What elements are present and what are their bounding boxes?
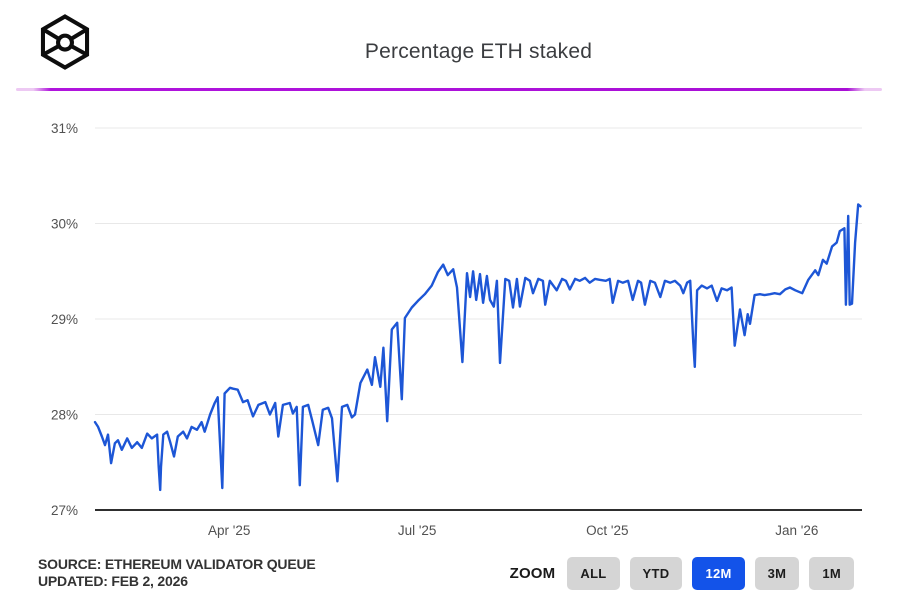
- y-tick-label: 30%: [51, 217, 78, 232]
- header-divider: [16, 88, 882, 91]
- x-tick-label: Apr '25: [208, 523, 250, 538]
- x-tick-label: Oct '25: [586, 523, 628, 538]
- zoom-button-12m[interactable]: 12M: [692, 556, 745, 590]
- y-tick-label: 29%: [51, 312, 78, 327]
- source-attribution: SOURCE: ETHEREUM VALIDATOR QUEUE UPDATED…: [38, 556, 316, 590]
- zoom-button-1m[interactable]: 1M: [809, 556, 854, 590]
- source-line: SOURCE: ETHEREUM VALIDATOR QUEUE: [38, 556, 316, 572]
- y-tick-label: 31%: [51, 121, 78, 136]
- updated-line: UPDATED: FEB 2, 2026: [38, 573, 188, 589]
- zoom-button-ytd[interactable]: YTD: [629, 556, 683, 590]
- zoom-label: ZOOM: [509, 564, 556, 582]
- x-tick-label: Jan '26: [775, 523, 818, 538]
- cube-logo-icon: [40, 14, 90, 70]
- zoom-button-all[interactable]: ALL: [567, 556, 620, 590]
- zoom-button-group: ALL YTD 12M 3M 1M: [567, 556, 854, 590]
- page-title: Percentage ETH staked: [364, 40, 593, 63]
- eth-staked-line: [93, 203, 862, 492]
- y-tick-label: 27%: [51, 503, 78, 518]
- y-tick-label: 28%: [51, 408, 78, 423]
- x-tick-label: Jul '25: [398, 523, 437, 538]
- zoom-button-3m[interactable]: 3M: [754, 556, 800, 590]
- zoom-controls: ZOOM ALL YTD 12M 3M 1M: [510, 556, 854, 590]
- staking-chart-svg: 27% 28% 29% 30% 31% Apr '25 Jul '25 Oct '25 Jan …: [51, 121, 862, 538]
